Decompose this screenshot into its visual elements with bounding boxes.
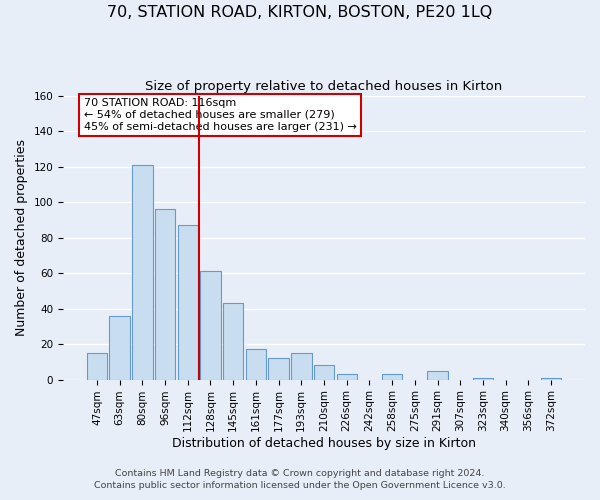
- Bar: [155, 209, 175, 380]
- Y-axis label: Number of detached properties: Number of detached properties: [15, 139, 28, 336]
- Bar: [427, 370, 448, 380]
- Bar: [541, 378, 561, 380]
- Bar: [132, 165, 152, 380]
- Bar: [473, 378, 493, 380]
- Bar: [337, 374, 357, 380]
- Text: 70, STATION ROAD, KIRTON, BOSTON, PE20 1LQ: 70, STATION ROAD, KIRTON, BOSTON, PE20 1…: [107, 5, 493, 20]
- Title: Size of property relative to detached houses in Kirton: Size of property relative to detached ho…: [145, 80, 503, 93]
- Bar: [291, 353, 311, 380]
- Bar: [382, 374, 403, 380]
- X-axis label: Distribution of detached houses by size in Kirton: Distribution of detached houses by size …: [172, 437, 476, 450]
- Bar: [109, 316, 130, 380]
- Bar: [314, 366, 334, 380]
- Bar: [245, 350, 266, 380]
- Bar: [178, 225, 198, 380]
- Bar: [268, 358, 289, 380]
- Text: 70 STATION ROAD: 116sqm
← 54% of detached houses are smaller (279)
45% of semi-d: 70 STATION ROAD: 116sqm ← 54% of detache…: [84, 98, 357, 132]
- Bar: [87, 353, 107, 380]
- Bar: [223, 304, 244, 380]
- Text: Contains HM Land Registry data © Crown copyright and database right 2024.
Contai: Contains HM Land Registry data © Crown c…: [94, 469, 506, 490]
- Bar: [200, 272, 221, 380]
